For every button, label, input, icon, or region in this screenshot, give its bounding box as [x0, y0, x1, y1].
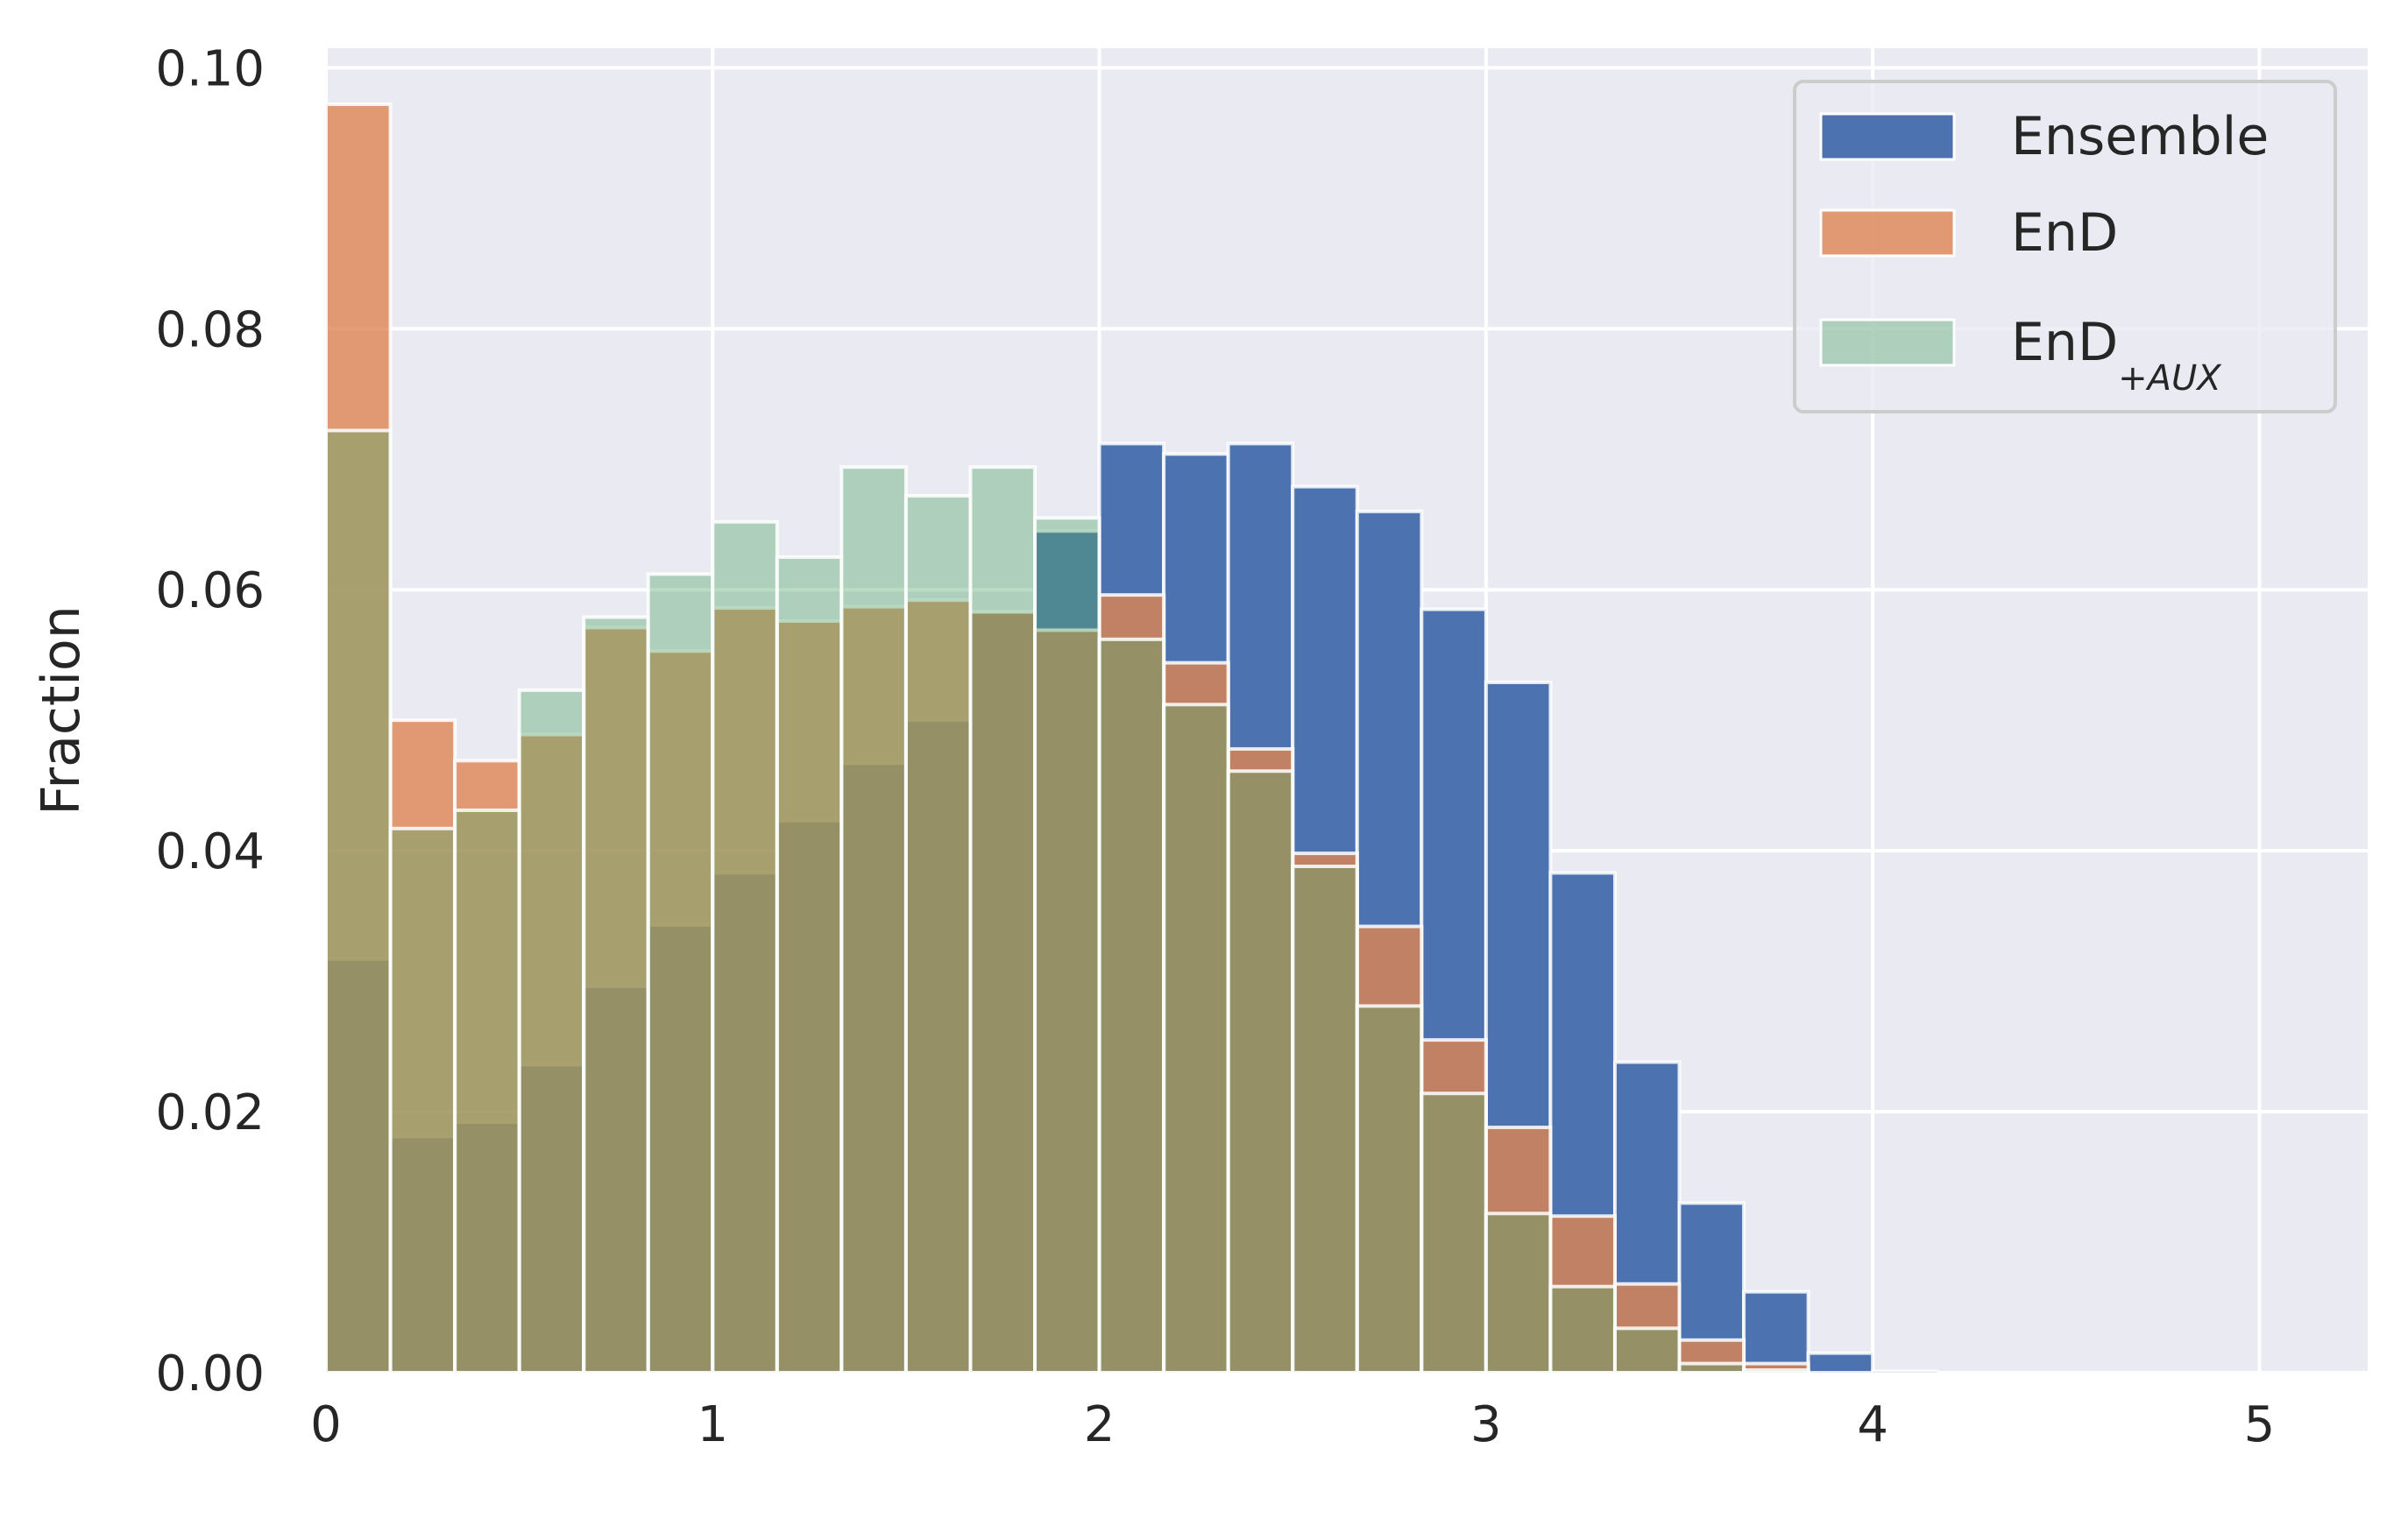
- histogram-bar: [711, 519, 779, 1374]
- legend-label-subscript: +AUX: [2118, 358, 2222, 399]
- y-axis-ticks: 0.00 0.02 0.04 0.06 0.08 0.10: [155, 40, 265, 1402]
- histogram-bar: [839, 465, 908, 1374]
- y-tick-label: 0.06: [155, 562, 265, 619]
- x-tick-label: 0: [310, 1396, 342, 1453]
- histogram-bar: [1484, 1212, 1553, 1375]
- histogram-bar: [968, 465, 1038, 1374]
- x-tick-label: 1: [697, 1396, 728, 1453]
- histogram-bar: [646, 572, 715, 1374]
- histogram-bar: [453, 808, 521, 1374]
- histogram-bar: [517, 688, 586, 1374]
- histogram-bar: [1548, 1284, 1617, 1374]
- histogram-bar: [1291, 865, 1359, 1374]
- histogram-bar: [1033, 516, 1101, 1374]
- histogram-bar: [1484, 1125, 1553, 1374]
- x-tick-label: 3: [1470, 1396, 1502, 1453]
- y-axis-label: Fraction: [31, 605, 92, 816]
- histogram-bar: [388, 826, 457, 1374]
- histogram-bar: [968, 610, 1038, 1374]
- legend-frame: [1793, 80, 2337, 413]
- y-tick-label: 0.04: [155, 823, 265, 880]
- legend-swatch: [1819, 112, 1956, 161]
- histogram-bar: [1871, 1369, 1939, 1375]
- x-axis-ticks: 0 1 2 3 4 5: [310, 1396, 2275, 1453]
- histogram-bar: [1226, 769, 1295, 1374]
- series-3-bars: [324, 428, 1810, 1375]
- histogram-bar: [903, 493, 973, 1374]
- histogram-bar: [324, 428, 393, 1374]
- series-2-bars: [324, 102, 1810, 1375]
- histogram-bar: [1677, 1361, 1746, 1374]
- y-tick-label: 0.08: [155, 301, 265, 358]
- histogram-bar: [517, 732, 586, 1374]
- histogram-bar: [1355, 1004, 1424, 1374]
- histogram-bar: [1162, 703, 1230, 1374]
- histogram-bar: [1097, 637, 1166, 1374]
- y-tick-label: 0.10: [155, 40, 265, 97]
- legend-swatch: [1819, 318, 1956, 367]
- x-tick-label: 4: [1857, 1396, 1888, 1453]
- legend-label: Ensemble: [2011, 106, 2269, 167]
- y-tick-label: 0.02: [155, 1084, 265, 1141]
- legend-label: EnD: [2011, 202, 2118, 264]
- histogram-bars: [324, 102, 1939, 1375]
- x-tick-label: 5: [2244, 1396, 2276, 1453]
- histogram-bar: [1742, 1289, 1810, 1374]
- histogram-bar: [1742, 1368, 1810, 1374]
- histogram-bar: [775, 555, 844, 1374]
- histogram-bar: [1806, 1351, 1875, 1374]
- y-tick-label: 0.00: [155, 1346, 265, 1402]
- histogram-bar: [1033, 628, 1101, 1374]
- histogram-bar: [1355, 924, 1424, 1375]
- x-tick-label: 2: [1084, 1396, 1115, 1453]
- histogram-bar: [582, 615, 650, 1374]
- legend-swatch: [1819, 208, 1956, 258]
- histogram-bar: [1420, 1091, 1488, 1374]
- histogram-bar: [1612, 1326, 1682, 1374]
